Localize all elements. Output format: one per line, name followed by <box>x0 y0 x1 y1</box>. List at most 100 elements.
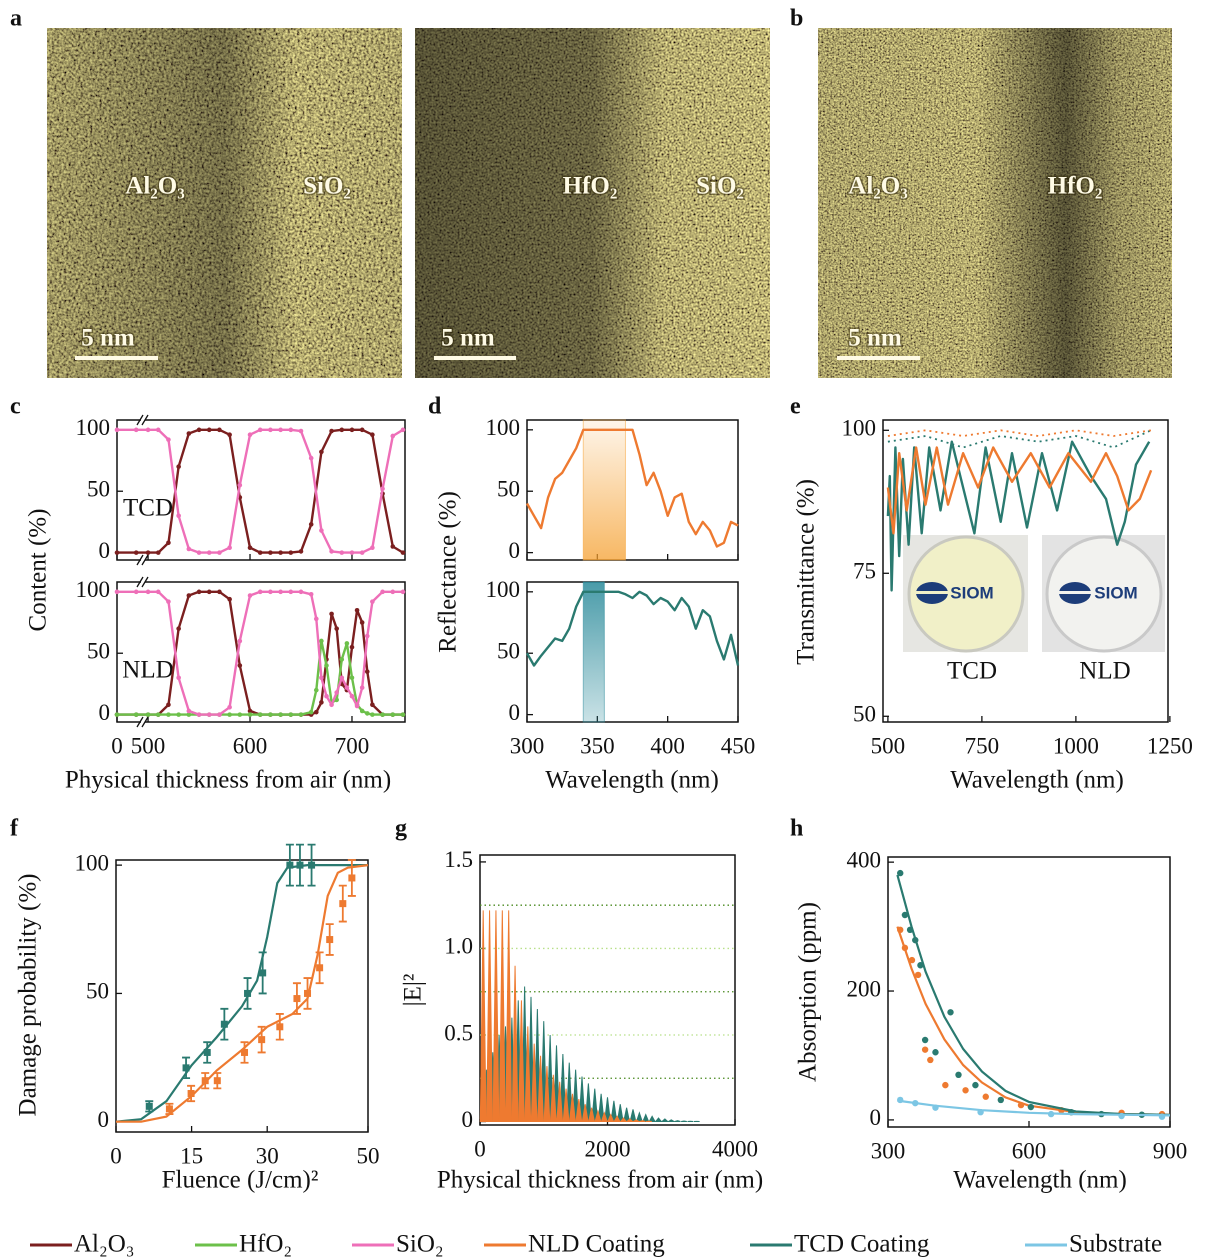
tem-image: Al₂O₃ HfO₂ 5 nm <box>818 28 1172 378</box>
field-peak <box>654 1117 663 1123</box>
legend-label: Al₂O₃ <box>74 1231 135 1258</box>
axis-break <box>136 554 149 566</box>
x-tick-label: 2000 <box>585 1136 631 1161</box>
x-tick-label: 300 <box>510 733 545 758</box>
plot-frame <box>526 419 739 561</box>
data-point <box>227 596 232 602</box>
data-line <box>117 590 403 716</box>
material-label: Al₂O₃ <box>848 173 907 200</box>
data-point <box>196 427 202 433</box>
data-point <box>257 550 263 555</box>
data-point <box>145 550 151 555</box>
logo-stripe <box>1059 591 1091 594</box>
y-tick-label: 1.0 <box>444 934 473 959</box>
data-point <box>268 712 273 717</box>
data-point <box>278 427 283 433</box>
data-point <box>257 427 263 433</box>
data-point <box>906 926 914 934</box>
highlight-band <box>582 581 605 723</box>
y-tick-label: 100 <box>75 850 110 875</box>
legend-label: SiO₂ <box>396 1231 444 1258</box>
axes: 0 50 100 <box>486 415 739 563</box>
data-point <box>182 1064 190 1072</box>
x-axis-label: Wavelength (nm) <box>953 1167 1127 1194</box>
x-tick-label: 0 <box>474 1136 486 1161</box>
data-point <box>339 675 345 681</box>
data-point <box>206 589 212 595</box>
y-axis-label: Transmittance (%) <box>793 479 820 665</box>
field-peak <box>530 1043 538 1123</box>
field-peak <box>666 1119 676 1123</box>
data-point <box>354 607 360 613</box>
data-point <box>196 589 202 595</box>
legend-label: TCD Coating <box>794 1231 930 1258</box>
x-tick-label: 1000 <box>1053 733 1099 758</box>
data-point <box>339 657 345 662</box>
data-point <box>268 427 273 433</box>
y-tick-label: 100 <box>486 415 521 440</box>
data-point <box>186 712 192 717</box>
data-point <box>308 455 314 461</box>
field-peak <box>639 1120 646 1123</box>
field-peak <box>594 1109 602 1123</box>
data-point <box>319 675 324 681</box>
data-point <box>370 599 375 604</box>
data-point <box>166 712 171 717</box>
logo-text: SIOM <box>950 583 993 602</box>
data-point <box>313 616 319 622</box>
annotation: NLD <box>122 657 173 684</box>
x-tick-label: 900 <box>1153 1138 1188 1163</box>
x-tick-label: 4000 <box>712 1136 758 1161</box>
data-point <box>298 549 304 554</box>
fit-line <box>115 864 368 1123</box>
data-point <box>286 861 294 869</box>
data-point <box>247 545 253 551</box>
data-point <box>329 549 334 554</box>
scale-bar <box>434 356 516 360</box>
x-tick-label: 750 <box>965 733 1000 758</box>
data-point <box>354 703 360 709</box>
panel-label: c <box>10 394 21 420</box>
chart: 0 50 100 <box>486 415 739 563</box>
x-tick-label: 30 <box>256 1143 279 1168</box>
data-point <box>400 712 406 717</box>
x-tick-label: 0 <box>111 733 123 758</box>
data-line <box>525 590 740 667</box>
data-point <box>244 989 252 997</box>
data-point <box>390 712 396 717</box>
data-point <box>359 620 365 625</box>
x-axis-label: Wavelength (nm) <box>950 767 1124 794</box>
field-peak <box>600 1111 608 1123</box>
scale-bar <box>75 356 158 360</box>
y-tick-label: 50 <box>853 702 876 727</box>
data-point <box>217 712 222 717</box>
inset-label: TCD <box>947 658 997 685</box>
y-tick-label: 100 <box>486 577 521 602</box>
data-point <box>972 1081 979 1089</box>
data-point <box>344 641 350 646</box>
y-tick-label: 0 <box>99 700 111 725</box>
x-tick-label: 500 <box>871 733 906 758</box>
data-point <box>206 712 212 717</box>
data-point <box>247 708 253 714</box>
tem-image: HfO₂ SiO₂ 5 nm <box>415 28 770 378</box>
data-point <box>912 936 919 944</box>
panel-label: g <box>395 816 407 842</box>
highlight-band <box>582 419 626 561</box>
data-point <box>296 861 304 869</box>
data-point <box>276 1023 284 1031</box>
data-point <box>380 486 385 492</box>
data-point <box>308 522 314 527</box>
material-label: HfO₂ <box>1048 173 1103 200</box>
field-peak <box>660 1118 670 1123</box>
data-point <box>897 1096 904 1104</box>
tem-shade <box>415 28 770 378</box>
data-point <box>390 433 396 439</box>
data-point <box>133 550 139 555</box>
data-point <box>927 1056 934 1064</box>
data-point <box>348 874 356 882</box>
data-point <box>268 589 273 595</box>
data-point <box>298 589 304 595</box>
data-point <box>114 427 120 433</box>
